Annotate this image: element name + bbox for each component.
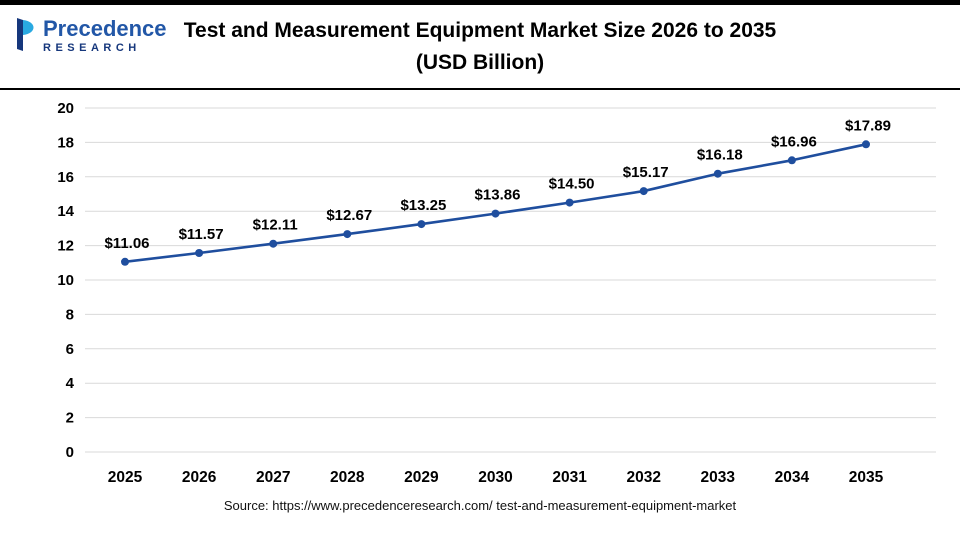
- chart-area: 0 2 4 6 8 10 12 14 16 18 20 $11.06 2025 $11.57 2026 $12…: [0, 90, 960, 490]
- data-label: $11.06: [104, 235, 149, 252]
- data-point: [417, 220, 426, 229]
- y-axis-tick-label: 18: [57, 134, 74, 151]
- header: Precedence RESEARCH Test and Measurement…: [0, 5, 960, 90]
- precedence-p-icon: [17, 18, 34, 51]
- source-text: Source: https://www.precedenceresearch.c…: [223, 498, 737, 513]
- y-axis-tick-label: 0: [66, 444, 74, 461]
- data-label: $17.89: [845, 117, 891, 134]
- y-axis-tick-label: 2: [66, 410, 74, 427]
- data-label: $16.96: [771, 133, 817, 150]
- data-label: $13.86: [475, 187, 521, 204]
- x-axis-tick-label: 2028: [330, 469, 365, 486]
- logo-text: Precedence RESEARCH: [43, 17, 167, 54]
- data-point: [862, 140, 870, 149]
- x-axis-tick-label: 2027: [256, 469, 290, 486]
- data-label: $15.17: [623, 164, 669, 181]
- y-axis-tick-label: 20: [57, 100, 74, 117]
- x-axis-tick-label: 2034: [775, 469, 810, 486]
- y-axis-tick-label: 14: [57, 203, 74, 220]
- logo-subname: RESEARCH: [43, 42, 141, 55]
- x-axis-tick-label: 2025: [108, 469, 143, 486]
- data-point: [269, 239, 278, 248]
- data-label: $12.67: [326, 207, 372, 224]
- data-label: $16.18: [697, 147, 743, 164]
- data-point: [121, 257, 129, 266]
- x-axis-tick-label: 2029: [404, 469, 439, 486]
- data-label: $13.25: [400, 197, 446, 214]
- logo-name: Precedence: [43, 16, 167, 41]
- y-axis-tick-label: 8: [66, 306, 74, 323]
- x-axis-tick-label: 2031: [552, 469, 587, 486]
- data-point: [713, 169, 722, 178]
- line-chart: 0 2 4 6 8 10 12 14 16 18 20 $11.06 2025 $11.57 2026 $12…: [57, 100, 936, 486]
- data-label: $14.50: [549, 176, 595, 193]
- data-point: [639, 187, 648, 196]
- data-label: $11.57: [179, 226, 224, 243]
- y-axis-tick-label: 6: [66, 341, 74, 358]
- chart-subtitle: (USD Billion): [415, 50, 545, 74]
- logo: Precedence RESEARCH: [14, 17, 167, 54]
- x-axis-tick-label: 2035: [849, 469, 884, 486]
- x-axis-tick-label: 2033: [701, 469, 736, 486]
- x-axis-tick-label: 2030: [478, 469, 512, 486]
- chart-titles: Test and Measurement Equipment Market Si…: [0, 15, 960, 78]
- data-point: [787, 156, 796, 165]
- chart-title: Test and Measurement Equipment Market Si…: [183, 19, 777, 42]
- x-axis-tick-label: 2026: [182, 469, 217, 486]
- y-axis-tick-label: 4: [66, 375, 75, 392]
- y-axis-tick-label: 16: [57, 169, 74, 186]
- data-point: [491, 209, 500, 218]
- y-axis-tick-label: 10: [57, 272, 74, 289]
- data-point: [565, 198, 574, 207]
- data-point: [195, 248, 204, 257]
- y-axis-tick-label: 12: [57, 238, 74, 255]
- x-axis-tick-label: 2032: [626, 469, 660, 486]
- data-point: [343, 230, 352, 239]
- data-label: $12.11: [253, 217, 298, 234]
